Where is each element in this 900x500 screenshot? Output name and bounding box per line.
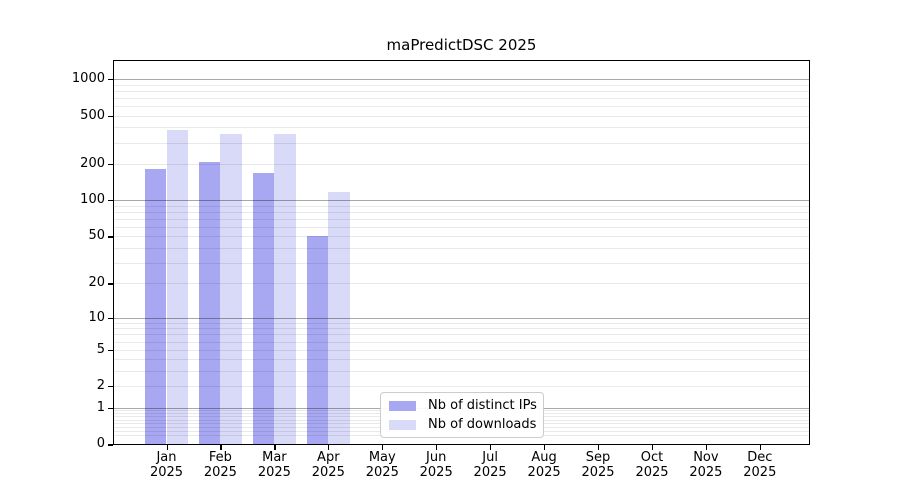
y-tick [108,407,113,409]
gridline-minor [114,334,809,336]
bar-apr-nb-of-downloads [328,191,351,445]
gridline-major-100 [114,200,809,202]
gridline-minor [114,371,809,373]
gridline-minor [114,127,809,129]
x-tick-label-may: May 2025 [365,449,399,481]
legend-label: Nb of downloads [428,417,537,432]
gridline-minor [114,97,809,99]
x-tick [274,445,276,450]
x-tick [220,445,222,450]
gridline-minor [114,163,809,165]
y-tick [108,317,113,319]
y-tick [108,200,113,202]
gridline-major-10 [114,317,809,319]
y-tick-label: 5 [96,341,105,357]
bar-feb-nb-of-downloads [220,133,243,445]
y-tick-label: 1 [96,399,105,415]
y-tick [108,283,113,285]
y-tick [108,163,113,166]
y-tick-label: 1000 [71,70,105,86]
y-tick [108,386,113,388]
y-tick-label: 50 [88,228,105,244]
bar-jan-nb-of-distinct-ips [144,168,167,445]
gridline-minor [114,341,809,343]
y-tick-label: 20 [88,275,105,291]
x-tick [166,445,168,450]
y-tick [108,115,113,117]
y-tick [108,78,113,81]
x-tick-label-mar: Mar 2025 [257,449,291,481]
x-tick-label-dec: Dec 2025 [743,449,777,481]
x-tick [652,445,654,450]
gridline-minor [114,218,809,220]
x-tick [436,445,438,450]
bar-feb-nb-of-distinct-ips [198,162,221,445]
y-tick [108,444,113,446]
x-tick [490,445,492,450]
y-tick [108,349,113,351]
x-tick-label-nov: Nov 2025 [689,449,723,481]
x-tick-label-jul: Jul 2025 [473,449,507,481]
bar-mar-nb-of-downloads [274,134,297,445]
gridline-minor [114,283,809,285]
x-tick-label-jan: Jan 2025 [149,449,184,481]
x-tick [598,445,600,450]
bar-mar-nb-of-distinct-ips [252,173,275,445]
x-tick-label-apr: Apr 2025 [311,449,345,481]
gridline-minor [114,142,809,144]
y-tick [108,236,113,238]
gridline-minor [114,211,809,213]
legend-item-nb-of-distinct-ips: Nb of distinct IPs [389,398,537,413]
x-tick-label-aug: Aug 2025 [527,449,561,481]
x-tick-label-jun: Jun 2025 [419,449,453,481]
x-tick-label-oct: Oct 2025 [635,449,669,481]
gridline-major-1000 [114,78,809,80]
y-tick-label: 200 [80,155,105,171]
gridline-minor [114,105,809,107]
gridline-minor [114,328,809,330]
x-tick [382,445,384,450]
bar-jan-nb-of-downloads [166,130,189,445]
y-tick-label: 10 [88,309,105,325]
gridline-minor [114,359,809,361]
legend-label: Nb of distinct IPs [428,398,537,413]
legend: Nb of distinct IPs Nb of downloads [380,392,544,438]
x-tick [759,445,761,450]
gridline-minor [114,386,809,388]
gridline-minor [114,90,809,92]
gridline-minor [114,248,809,249]
x-tick [328,445,330,450]
gridline-minor [114,322,809,324]
gridline-minor [114,226,809,228]
legend-swatch-icon [389,419,416,430]
gridline-minor [114,84,809,86]
x-tick-label-sep: Sep 2025 [581,449,615,481]
y-tick-label: 500 [80,107,105,123]
gridline-minor [114,236,809,238]
legend-swatch-icon [389,400,416,411]
x-tick-label-feb: Feb 2025 [203,449,237,481]
chart-title: maPredictDSC 2025 [386,36,537,54]
y-tick-label: 100 [80,192,105,208]
x-tick [544,445,546,450]
y-tick-label: 0 [96,436,105,452]
gridline-minor [114,205,809,207]
gridline-minor [114,262,809,264]
gridline-minor [114,115,809,117]
gridline-minor [114,349,809,351]
legend-item-nb-of-downloads: Nb of downloads [389,417,537,432]
y-tick-label: 2 [96,378,105,394]
bar-apr-nb-of-distinct-ips [306,236,329,445]
x-tick [705,445,708,450]
